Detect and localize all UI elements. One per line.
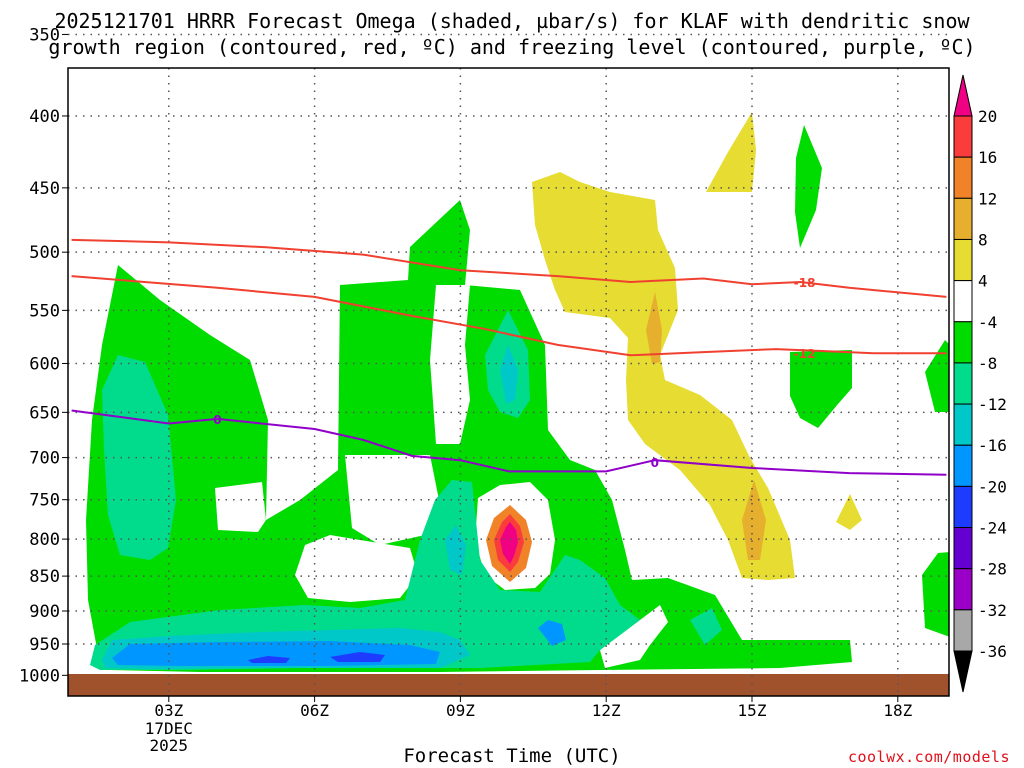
y-tick-label: 400 <box>29 107 60 127</box>
x-tick-label: 15Z <box>738 701 767 720</box>
neutral-hole <box>430 285 470 444</box>
colorbar-label: -20 <box>978 477 1007 496</box>
colorbar-bin <box>953 444 973 487</box>
contour-label: -12 <box>794 347 816 361</box>
x-tick-sublabel: 17DEC <box>145 719 193 738</box>
blue-region <box>538 620 566 646</box>
cyan-region <box>500 345 518 404</box>
colorbar-bin <box>953 74 973 117</box>
colorbar-label: -12 <box>978 395 1007 414</box>
neutral-hole <box>600 605 668 668</box>
darkblue-region <box>248 656 290 663</box>
freezing-contour <box>71 409 947 476</box>
colorbar-label: 16 <box>978 148 997 167</box>
teal-region <box>690 608 722 645</box>
teal-region-lowlevel <box>90 480 640 670</box>
y-tick-label: 950 <box>29 635 60 655</box>
cyan-region <box>445 525 466 575</box>
ascent-region-green-cell-high <box>795 125 822 248</box>
descent-band-yellow <box>706 112 756 192</box>
neutral-hole <box>295 535 418 602</box>
credit-link[interactable]: coolwx.com/models <box>847 748 1010 766</box>
x-axis-label: Forecast Time (UTC) <box>403 745 621 767</box>
neutral-hole <box>215 482 266 532</box>
descent-orange <box>646 292 662 364</box>
colorbar: 20 16 12 8 4 -4 -8 -12 -16 -20 -24 -28 -32 -36 <box>953 74 1007 693</box>
colorbar-label: -4 <box>978 313 997 332</box>
ascent-region-green-cell <box>790 350 852 428</box>
colorbar-label: -36 <box>978 642 1007 661</box>
colorbar-bin <box>953 403 973 446</box>
ground <box>68 674 949 696</box>
y-tick-label: 450 <box>29 179 60 199</box>
descent-orange <box>742 480 766 560</box>
colorbar-label: -24 <box>978 519 1007 538</box>
dendritic-contour <box>71 238 947 298</box>
darkblue-region <box>330 652 385 662</box>
ascent-region-green <box>86 200 852 672</box>
colorbar-label: -16 <box>978 436 1007 455</box>
contours: -18 -12 0 0 <box>71 238 947 476</box>
x-tick-label: 12Z <box>592 701 621 720</box>
colorbar-bin <box>953 568 973 611</box>
plot-frame <box>67 67 950 697</box>
x-tick-label: 18Z <box>883 701 912 720</box>
colorbar-label: -28 <box>978 560 1007 579</box>
colorbar-bin <box>953 280 973 323</box>
colorbar-label: -8 <box>978 354 997 373</box>
y-tick-label: 600 <box>29 354 60 374</box>
colorbar-label: 12 <box>978 189 997 208</box>
teal-region <box>102 355 176 560</box>
ascent-region-green-east <box>922 552 949 637</box>
y-tick-label: 850 <box>29 567 60 587</box>
colorbar-bin <box>953 238 973 282</box>
plot-area <box>86 112 949 672</box>
colorbar-bin <box>953 115 973 158</box>
y-tick-label: 500 <box>29 243 60 263</box>
descent-band-yellow <box>836 494 862 530</box>
colorbar-label: 8 <box>978 230 988 249</box>
colorbar-label: -32 <box>978 601 1007 620</box>
contour-label: 0 <box>213 413 221 427</box>
neutral-hole <box>345 455 440 545</box>
y-tick-label: 550 <box>29 301 60 321</box>
x-tick-sublabel: 2025 <box>150 736 189 755</box>
y-tick-label: 650 <box>29 403 60 423</box>
ascent-region-green-east-upper <box>925 340 949 412</box>
colorbar-bin <box>953 650 973 693</box>
colorbar-bin <box>953 609 973 652</box>
colorbar-label: 20 <box>978 107 997 126</box>
dendritic-contour <box>71 275 947 357</box>
x-tick-label: 03Z <box>154 701 183 720</box>
y-tick-label: 350 <box>29 25 60 45</box>
x-tick-label: 09Z <box>446 701 475 720</box>
colorbar-bin <box>953 156 973 199</box>
colorbar-bin <box>953 321 973 364</box>
colorbar-bin <box>953 197 973 240</box>
chart-title: 2025121701 HRRR Forecast Omega (shaded, … <box>48 9 976 59</box>
y-tick-label: 800 <box>29 530 60 550</box>
contour-label: 0 <box>651 456 659 470</box>
y-tick-label: 1000 <box>19 666 60 686</box>
colorbar-label: 4 <box>978 272 988 291</box>
y-tick-label: 700 <box>29 449 60 469</box>
colorbar-bin <box>953 485 973 529</box>
colorbar-bin <box>953 362 973 405</box>
x-tick-label: 06Z <box>300 701 329 720</box>
colorbar-bin <box>953 527 973 570</box>
y-tick-label: 900 <box>29 602 60 622</box>
y-axis-ticks: 2503003504004505005506006507007508008509… <box>19 25 68 686</box>
descent-band-yellow <box>532 172 795 580</box>
contour-label: -18 <box>794 276 816 290</box>
descent-max-core <box>506 532 514 548</box>
y-tick-label: 750 <box>29 491 60 511</box>
